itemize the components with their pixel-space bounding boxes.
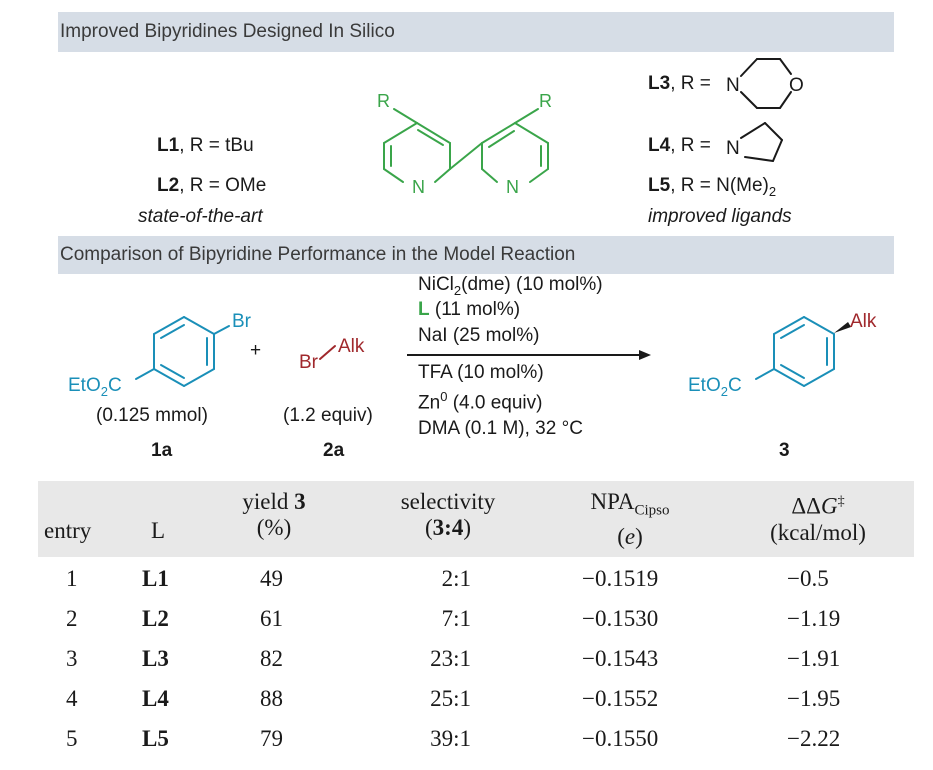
section-header-designed	[58, 12, 894, 52]
condition-ligand: L (11 mol%)	[418, 299, 521, 320]
ligand-l1-label: L1, R = tBu	[157, 135, 254, 156]
header-entry: entry	[44, 518, 92, 543]
cell-yield: 49	[260, 566, 283, 591]
section-header-comparison	[58, 236, 894, 274]
substrate-1a-structure: Br EtO2C	[68, 311, 252, 399]
cell-ddg: −1.19	[787, 606, 841, 631]
bipyridine-structure: R R N N	[377, 91, 552, 197]
halide-amount: (1.2 equiv)	[283, 405, 373, 426]
header-selectivity: selectivity (3:4)	[400, 489, 496, 540]
bipy-n-right-label: N	[506, 177, 519, 197]
cell-npa: −0.1530	[582, 606, 659, 631]
substrate-ester-label: EtO2C	[68, 375, 122, 399]
morpholine-o-label: O	[789, 75, 804, 96]
ligand-l2-label: L2, R = OMe	[157, 175, 267, 196]
cell-entry: 2	[66, 606, 78, 631]
cell-ddg: −1.95	[787, 686, 841, 711]
condition-tfa: TFA (10 mol%)	[418, 362, 544, 383]
cell-ligand: L5	[142, 726, 169, 751]
substrate-amount: (0.125 mmol)	[96, 405, 208, 426]
product-ester-label: EtO2C	[688, 375, 742, 399]
section-title-comparison: Comparison of Bipyridine Performance in …	[60, 244, 576, 265]
bipy-r-right-label: R	[539, 91, 552, 111]
condition-solvent: DMA (0.1 M), 32 °C	[418, 418, 583, 439]
pyrrolidine-structure: N	[726, 122, 783, 162]
condition-catalyst: NiCl2(dme) (10 mol%)	[418, 274, 603, 298]
cell-entry: 5	[66, 726, 78, 751]
header-ddg: ΔΔG‡ (kcal/mol)	[770, 493, 866, 545]
cell-ddg: −1.91	[787, 646, 841, 671]
cell-ddg: −2.22	[787, 726, 841, 751]
condition-zn: Zn0 (4.0 equiv)	[418, 389, 543, 414]
cell-npa: −0.1519	[582, 566, 659, 591]
cell-entry: 1	[66, 566, 78, 591]
cell-yield: 82	[260, 646, 283, 671]
cell-ligand: L4	[142, 686, 169, 711]
condition-nai: NaI (25 mol%)	[418, 325, 540, 346]
cell-selectivity: 7:1	[441, 606, 471, 631]
bipy-n-left-label: N	[412, 177, 425, 197]
cell-npa: −0.1543	[582, 646, 659, 671]
substrate-id: 1a	[151, 440, 173, 461]
table-header-band	[38, 481, 914, 557]
ligand-l5-label: L5, R = N(Me)2	[648, 175, 777, 199]
morpholine-n-label: N	[726, 75, 740, 96]
cell-ligand: L1	[142, 566, 169, 591]
bipy-r-left-label: R	[377, 91, 390, 111]
header-npa: NPACipso (e)	[590, 489, 670, 549]
cell-ligand: L2	[142, 606, 169, 631]
cell-ddg: −0.5	[787, 566, 829, 591]
pyrrolidine-n-label: N	[726, 138, 740, 159]
halide-alk-label: Alk	[338, 336, 365, 357]
cell-yield: 88	[260, 686, 283, 711]
state-of-the-art-caption: state-of-the-art	[138, 206, 263, 227]
cell-ligand: L3	[142, 646, 169, 671]
cell-yield: 61	[260, 606, 283, 631]
substrate-br-label: Br	[232, 311, 252, 332]
section-title-designed: Improved Bipyridines Designed In Silico	[60, 21, 395, 42]
reaction-arrow	[407, 350, 651, 360]
cell-selectivity: 25:1	[430, 686, 471, 711]
cell-entry: 3	[66, 646, 78, 671]
alkyl-bromide-structure: Br Alk	[299, 336, 365, 373]
product-id: 3	[779, 440, 790, 461]
ligand-l3-label: L3, R =	[648, 73, 711, 94]
improved-ligands-caption: improved ligands	[648, 206, 792, 227]
halide-br-label: Br	[299, 352, 319, 373]
header-ligand: L	[151, 518, 166, 543]
halide-id: 2a	[323, 440, 345, 461]
cell-selectivity: 2:1	[441, 566, 471, 591]
cell-selectivity: 39:1	[430, 726, 471, 751]
cell-entry: 4	[66, 686, 78, 711]
morpholine-structure: N O	[726, 58, 804, 109]
product-3-structure: Alk EtO2C	[688, 311, 877, 399]
cell-selectivity: 23:1	[430, 646, 471, 671]
header-yield: yield 3 (%)	[242, 489, 306, 540]
ligand-l4-label: L4, R =	[648, 135, 711, 156]
cell-npa: −0.1552	[582, 686, 659, 711]
plus-sign: +	[250, 340, 262, 361]
product-alk-label: Alk	[850, 311, 877, 332]
cell-npa: −0.1550	[582, 726, 659, 751]
cell-yield: 79	[260, 726, 283, 751]
